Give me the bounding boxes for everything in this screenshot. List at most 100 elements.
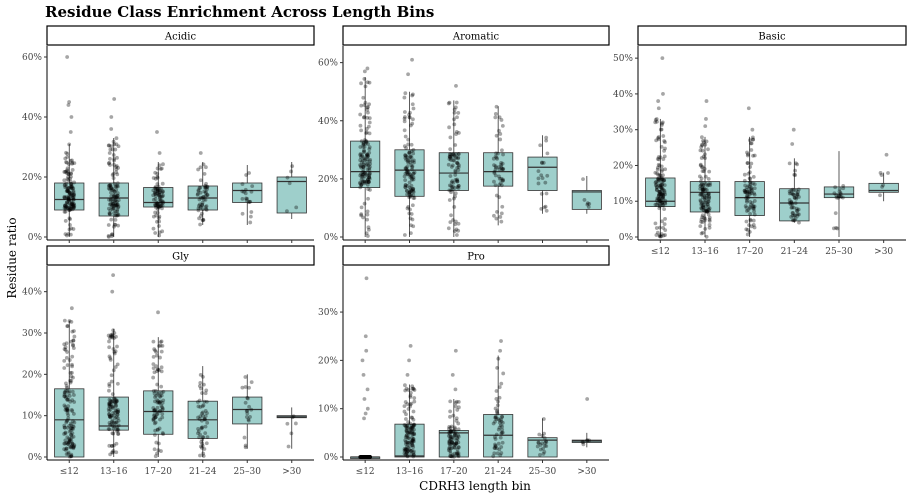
data-point [497,447,502,452]
data-point [249,407,254,412]
box-1 [350,66,381,243]
data-point [158,195,162,200]
data-point [198,414,203,419]
data-point [110,444,114,448]
data-point [405,168,410,172]
data-point [112,336,116,340]
data-point [655,157,660,161]
data-point [115,416,120,421]
data-point [112,222,117,227]
data-point [455,447,460,452]
data-point [403,91,408,96]
data-point [660,201,665,206]
data-point [752,191,756,196]
data-point [62,394,67,399]
data-point [790,213,795,218]
data-point [497,167,502,172]
data-point [450,435,455,440]
data-point [406,172,411,177]
data-point [240,385,245,390]
data-point [112,156,116,161]
data-point [410,429,415,434]
data-point [64,189,69,194]
y-tick-label: 60% [22,53,42,63]
outlier-point [453,348,458,353]
data-point [71,186,76,191]
data-point [152,413,157,418]
data-point [65,195,70,200]
data-point [65,166,70,171]
data-point [365,234,370,238]
data-point [359,182,364,187]
data-point [796,187,801,192]
data-point [663,228,668,233]
data-point [156,367,161,372]
data-point [453,222,458,227]
data-point [68,426,73,431]
data-point [69,226,74,231]
data-point [658,173,663,178]
data-point [704,188,709,192]
data-point [794,161,798,166]
data-point [367,145,372,150]
data-point [654,226,659,230]
data-point [448,437,453,442]
data-point [114,203,119,208]
data-point [65,425,70,430]
y-tick-label: 0% [324,453,339,463]
data-point [494,417,499,422]
data-point [157,344,161,348]
data-point [159,339,164,344]
data-point [107,443,112,448]
data-point [407,151,411,156]
data-point [245,196,249,201]
data-point [64,169,69,174]
data-point [494,193,499,198]
data-point [452,442,457,446]
data-point [751,205,756,209]
data-point [360,455,365,459]
x-tick-label: 17–20 [145,467,173,477]
data-point [111,328,116,333]
data-point [749,186,753,191]
data-point [448,451,453,456]
data-point [752,225,757,230]
outlier-point [362,69,367,74]
data-point [157,426,162,431]
data-point [202,172,207,176]
data-point [536,176,541,181]
data-point [156,216,161,221]
data-point [497,183,502,187]
box-1: ≤12 [54,306,85,477]
data-point [107,382,112,386]
data-point [71,196,75,201]
data-point [113,217,118,222]
data-point [63,209,68,214]
data-point [201,454,206,458]
data-point [745,196,750,201]
data-point [198,178,203,183]
data-point [653,183,658,188]
box-6 [571,175,602,243]
data-point [659,185,664,190]
data-point [366,180,371,184]
data-point [744,196,749,200]
data-point [155,201,160,206]
data-point [112,350,117,354]
data-point [362,455,366,459]
data-point [111,153,116,157]
data-point [71,205,76,210]
data-point [65,206,70,211]
data-point [411,450,416,455]
data-point [64,341,69,346]
data-point [154,350,159,354]
data-point [495,156,499,161]
data-point [361,172,366,176]
data-point [541,446,546,451]
data-point [656,193,661,198]
x-tick-label: >30 [282,467,301,477]
data-point [155,369,159,374]
outlier-point [364,276,369,281]
data-point [201,162,206,167]
data-point [70,195,75,200]
